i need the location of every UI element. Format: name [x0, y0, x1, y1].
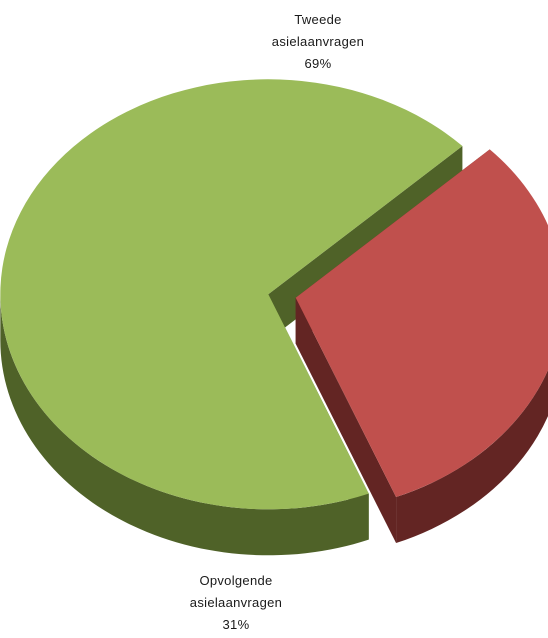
label-opvolgende-line1: Opvolgende	[199, 573, 272, 588]
label-tweede-line1: Tweede	[294, 12, 341, 27]
label-tweede-line2: asielaanvragen	[272, 34, 364, 49]
pie-top-layer	[0, 79, 548, 510]
label-tweede-percent: 69%	[305, 56, 332, 71]
label-opvolgende-percent: 31%	[223, 617, 250, 632]
pie-slice-0	[0, 79, 463, 510]
label-opvolgende-line2: asielaanvragen	[190, 595, 282, 610]
pie-slice-side-1-0	[396, 370, 548, 544]
pie-slice-edge-1-1	[295, 297, 397, 544]
label-opvolgende: Opvolgende asielaanvragen 31%	[190, 573, 282, 632]
pie-slice-side-0-0	[0, 294, 369, 556]
label-tweede: Tweede asielaanvragen 69%	[272, 12, 364, 71]
pie-slice-1	[295, 149, 548, 498]
